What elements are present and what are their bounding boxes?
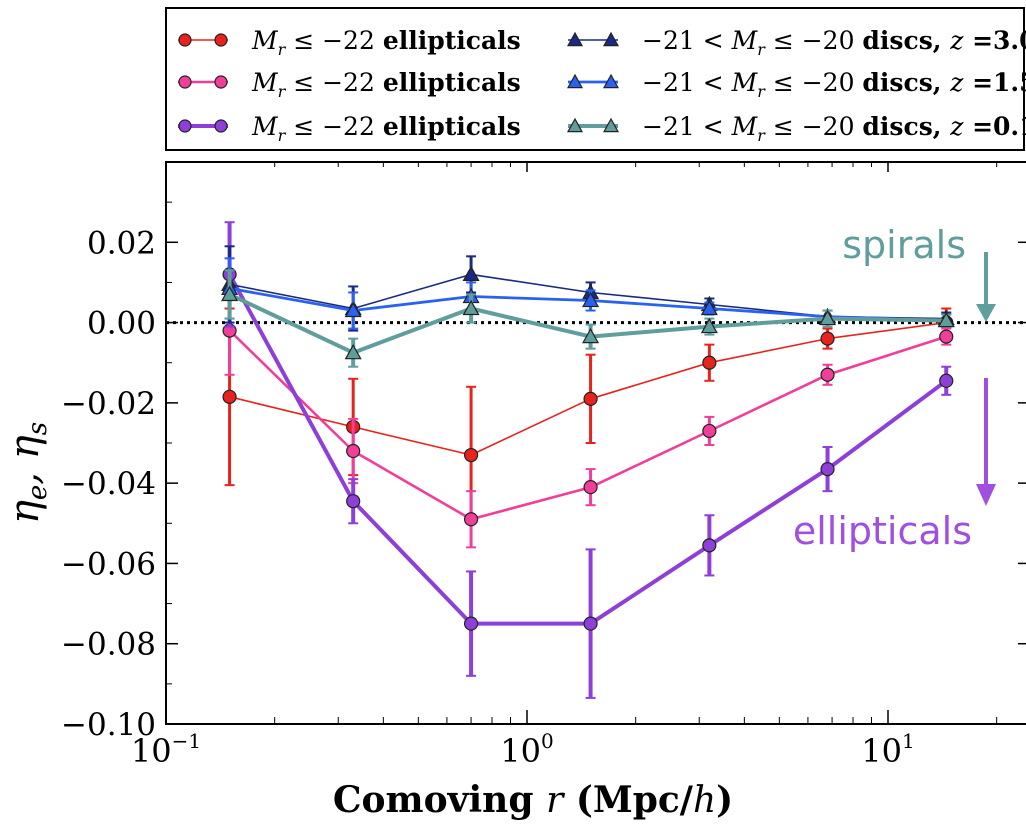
legend-marker: [566, 117, 584, 133]
series-1: [222, 285, 954, 549]
data-point: [702, 538, 717, 553]
data-point: [702, 423, 717, 439]
y-axis-label: ηe, ηs: [2, 422, 53, 524]
annotation-ellipticals: ellipticals: [793, 509, 972, 553]
annotation-spirals: spirals: [842, 223, 966, 267]
x-axis-label: Comoving r (Mpc/h): [333, 779, 733, 821]
y-tick-label: −0.02: [61, 386, 156, 422]
legend-label: Mr ≤ −22 ellipticals: [251, 68, 521, 101]
y-tick-label: 0.02: [87, 225, 156, 261]
legend-marker: [602, 117, 620, 133]
data-point: [939, 329, 954, 344]
y-tick-label: −0.04: [61, 466, 156, 502]
legend-entry: −21 < Mr ≤ −20 discs, z =1.5: [566, 68, 1026, 101]
data-point: [583, 480, 598, 495]
data-point: [222, 389, 237, 404]
data-point: [939, 373, 954, 388]
series-layer: [221, 221, 955, 699]
x-tick-label: 100: [500, 729, 553, 770]
data-point: [583, 616, 598, 631]
legend-marker: [214, 75, 228, 89]
ellipticals-arrowhead-icon: [976, 484, 996, 506]
y-tick-label: 0.00: [87, 306, 156, 342]
data-point: [344, 301, 362, 318]
legend-marker: [602, 73, 620, 89]
legend-marker: [566, 31, 584, 47]
data-point: [346, 494, 361, 509]
x-tick-label: 10−1: [131, 729, 201, 770]
legend-marker: [178, 75, 192, 89]
legend-label: −21 < Mr ≤ −20 discs, z =3.0: [642, 26, 1026, 59]
legend-marker: [178, 119, 192, 133]
data-point: [700, 317, 718, 334]
legend-marker: [214, 33, 228, 47]
legend: Mr ≤ −22 ellipticals Mr ≤ −22 ellipticals…: [165, 7, 1026, 151]
legend-marker: [602, 31, 620, 47]
data-point: [702, 355, 717, 370]
x-tick-label: 101: [861, 729, 914, 770]
data-point: [820, 331, 835, 346]
legend-marker: [566, 73, 584, 89]
legend-label: Mr ≤ −22 ellipticals: [251, 26, 521, 59]
legend-entry: Mr ≤ −22 ellipticals: [178, 68, 521, 101]
data-point: [463, 447, 479, 463]
data-point: [462, 299, 480, 316]
legend-marker: [214, 119, 228, 133]
data-point: [463, 512, 479, 527]
legend-marker: [178, 33, 192, 47]
legend-entry: Mr ≤ −22 ellipticals: [178, 26, 521, 59]
y-tick-label: −0.06: [61, 546, 156, 582]
data-point: [937, 311, 955, 328]
data-point: [582, 291, 600, 308]
data-point: [221, 285, 239, 302]
data-point: [819, 309, 837, 326]
y-tick-label: −0.10: [61, 707, 156, 743]
legend-entry: −21 < Mr ≤ −20 discs, z =0.1: [566, 112, 1026, 145]
data-point: [583, 391, 598, 406]
data-point: [700, 299, 718, 316]
data-point: [344, 343, 362, 360]
legend-entry: −21 < Mr ≤ −20 discs, z =3.0: [566, 26, 1026, 59]
legend-label: −21 < Mr ≤ −20 discs, z =0.1: [642, 112, 1026, 145]
series-5: [221, 269, 955, 368]
legend-entry: Mr ≤ −22 ellipticals: [178, 112, 521, 145]
legend-label: Mr ≤ −22 ellipticals: [251, 112, 521, 145]
data-point: [582, 327, 600, 344]
data-point: [820, 461, 835, 477]
y-tick-label: −0.08: [61, 627, 156, 663]
data-point: [820, 367, 835, 382]
data-point: [463, 616, 479, 631]
series-2: [222, 221, 954, 699]
data-point: [346, 443, 361, 459]
data-point: [462, 265, 480, 281]
spirals-arrowhead-icon: [976, 304, 996, 322]
annotations: spirals ellipticals: [793, 223, 996, 553]
legend-label: −21 < Mr ≤ −20 discs, z =1.5: [642, 68, 1026, 101]
